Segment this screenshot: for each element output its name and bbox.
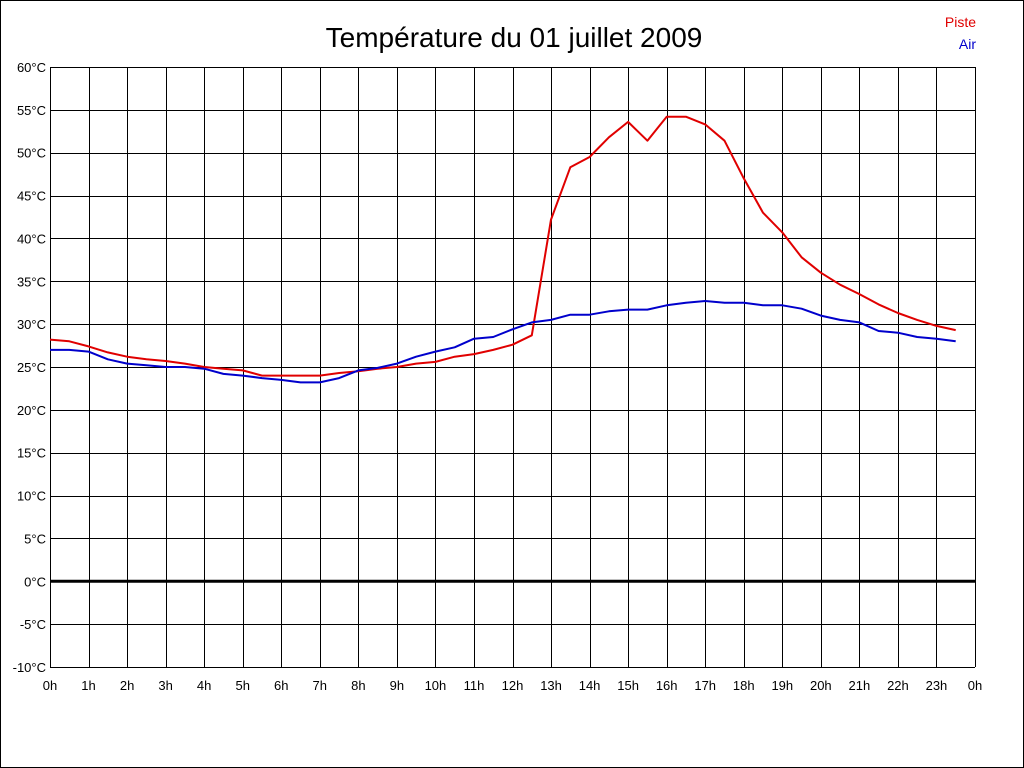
legend: Piste Air: [945, 14, 976, 52]
x-tick-label: 9h: [390, 678, 404, 693]
y-tick-label: 60°C: [17, 60, 46, 75]
y-tick-label: 40°C: [17, 231, 46, 246]
x-tick-label: 16h: [656, 678, 678, 693]
y-tick-label: 10°C: [17, 489, 46, 504]
x-tick-label: 15h: [617, 678, 639, 693]
series-line-piste: [49, 115, 956, 377]
x-tick-label: 22h: [887, 678, 909, 693]
x-tick-label: 8h: [351, 678, 365, 693]
y-tick-label: 0°C: [24, 574, 46, 589]
series-lines: [49, 115, 956, 384]
x-tick-label: 4h: [197, 678, 211, 693]
x-tick-label: 13h: [540, 678, 562, 693]
x-tick-label: 1h: [81, 678, 95, 693]
y-tick-label: 50°C: [17, 146, 46, 161]
x-axis-ticks: 0h 1h 2h 3h 4h 5h 6h 7h 8h 9h 10h 11h 12h 13h 14h 15h 16…: [43, 678, 982, 693]
x-tick-label: 10h: [425, 678, 447, 693]
x-tick-label: 7h: [313, 678, 327, 693]
y-tick-label: 35°C: [17, 274, 46, 289]
x-tick-label: 12h: [502, 678, 524, 693]
x-tick-label: 18h: [733, 678, 755, 693]
x-tick-label: 5h: [235, 678, 249, 693]
y-axis-ticks: 60°C 55°C 50°C 45°C 40°C 35°C 30°C 25°C 20°C 15°C…: [13, 60, 46, 675]
x-tick-label: 23h: [926, 678, 948, 693]
x-tick-label: 20h: [810, 678, 832, 693]
x-tick-label: 3h: [158, 678, 172, 693]
x-tick-label: 0h: [43, 678, 57, 693]
y-tick-label: 5°C: [24, 531, 46, 546]
x-tick-label: 2h: [120, 678, 134, 693]
y-tick-label: 55°C: [17, 103, 46, 118]
x-tick-label: 6h: [274, 678, 288, 693]
x-tick-label: 14h: [579, 678, 601, 693]
x-tick-label: 11h: [464, 678, 485, 693]
series-line-air: [50, 300, 956, 384]
chart-title: Température du 01 juillet 2009: [326, 22, 703, 53]
legend-entry-air: Air: [959, 36, 976, 52]
x-tick-label: 0h: [968, 678, 982, 693]
y-tick-label: 25°C: [17, 360, 46, 375]
y-tick-label: -5°C: [20, 617, 46, 632]
y-tick-label: 20°C: [17, 403, 46, 418]
x-tick-label: 19h: [771, 678, 793, 693]
legend-entry-piste: Piste: [945, 14, 976, 30]
x-tick-label: 17h: [694, 678, 716, 693]
y-tick-label: 30°C: [17, 317, 46, 332]
x-tick-label: 21h: [849, 678, 871, 693]
y-tick-label: 45°C: [17, 189, 46, 204]
y-tick-label: 15°C: [17, 446, 46, 461]
y-tick-label: -10°C: [13, 660, 46, 675]
